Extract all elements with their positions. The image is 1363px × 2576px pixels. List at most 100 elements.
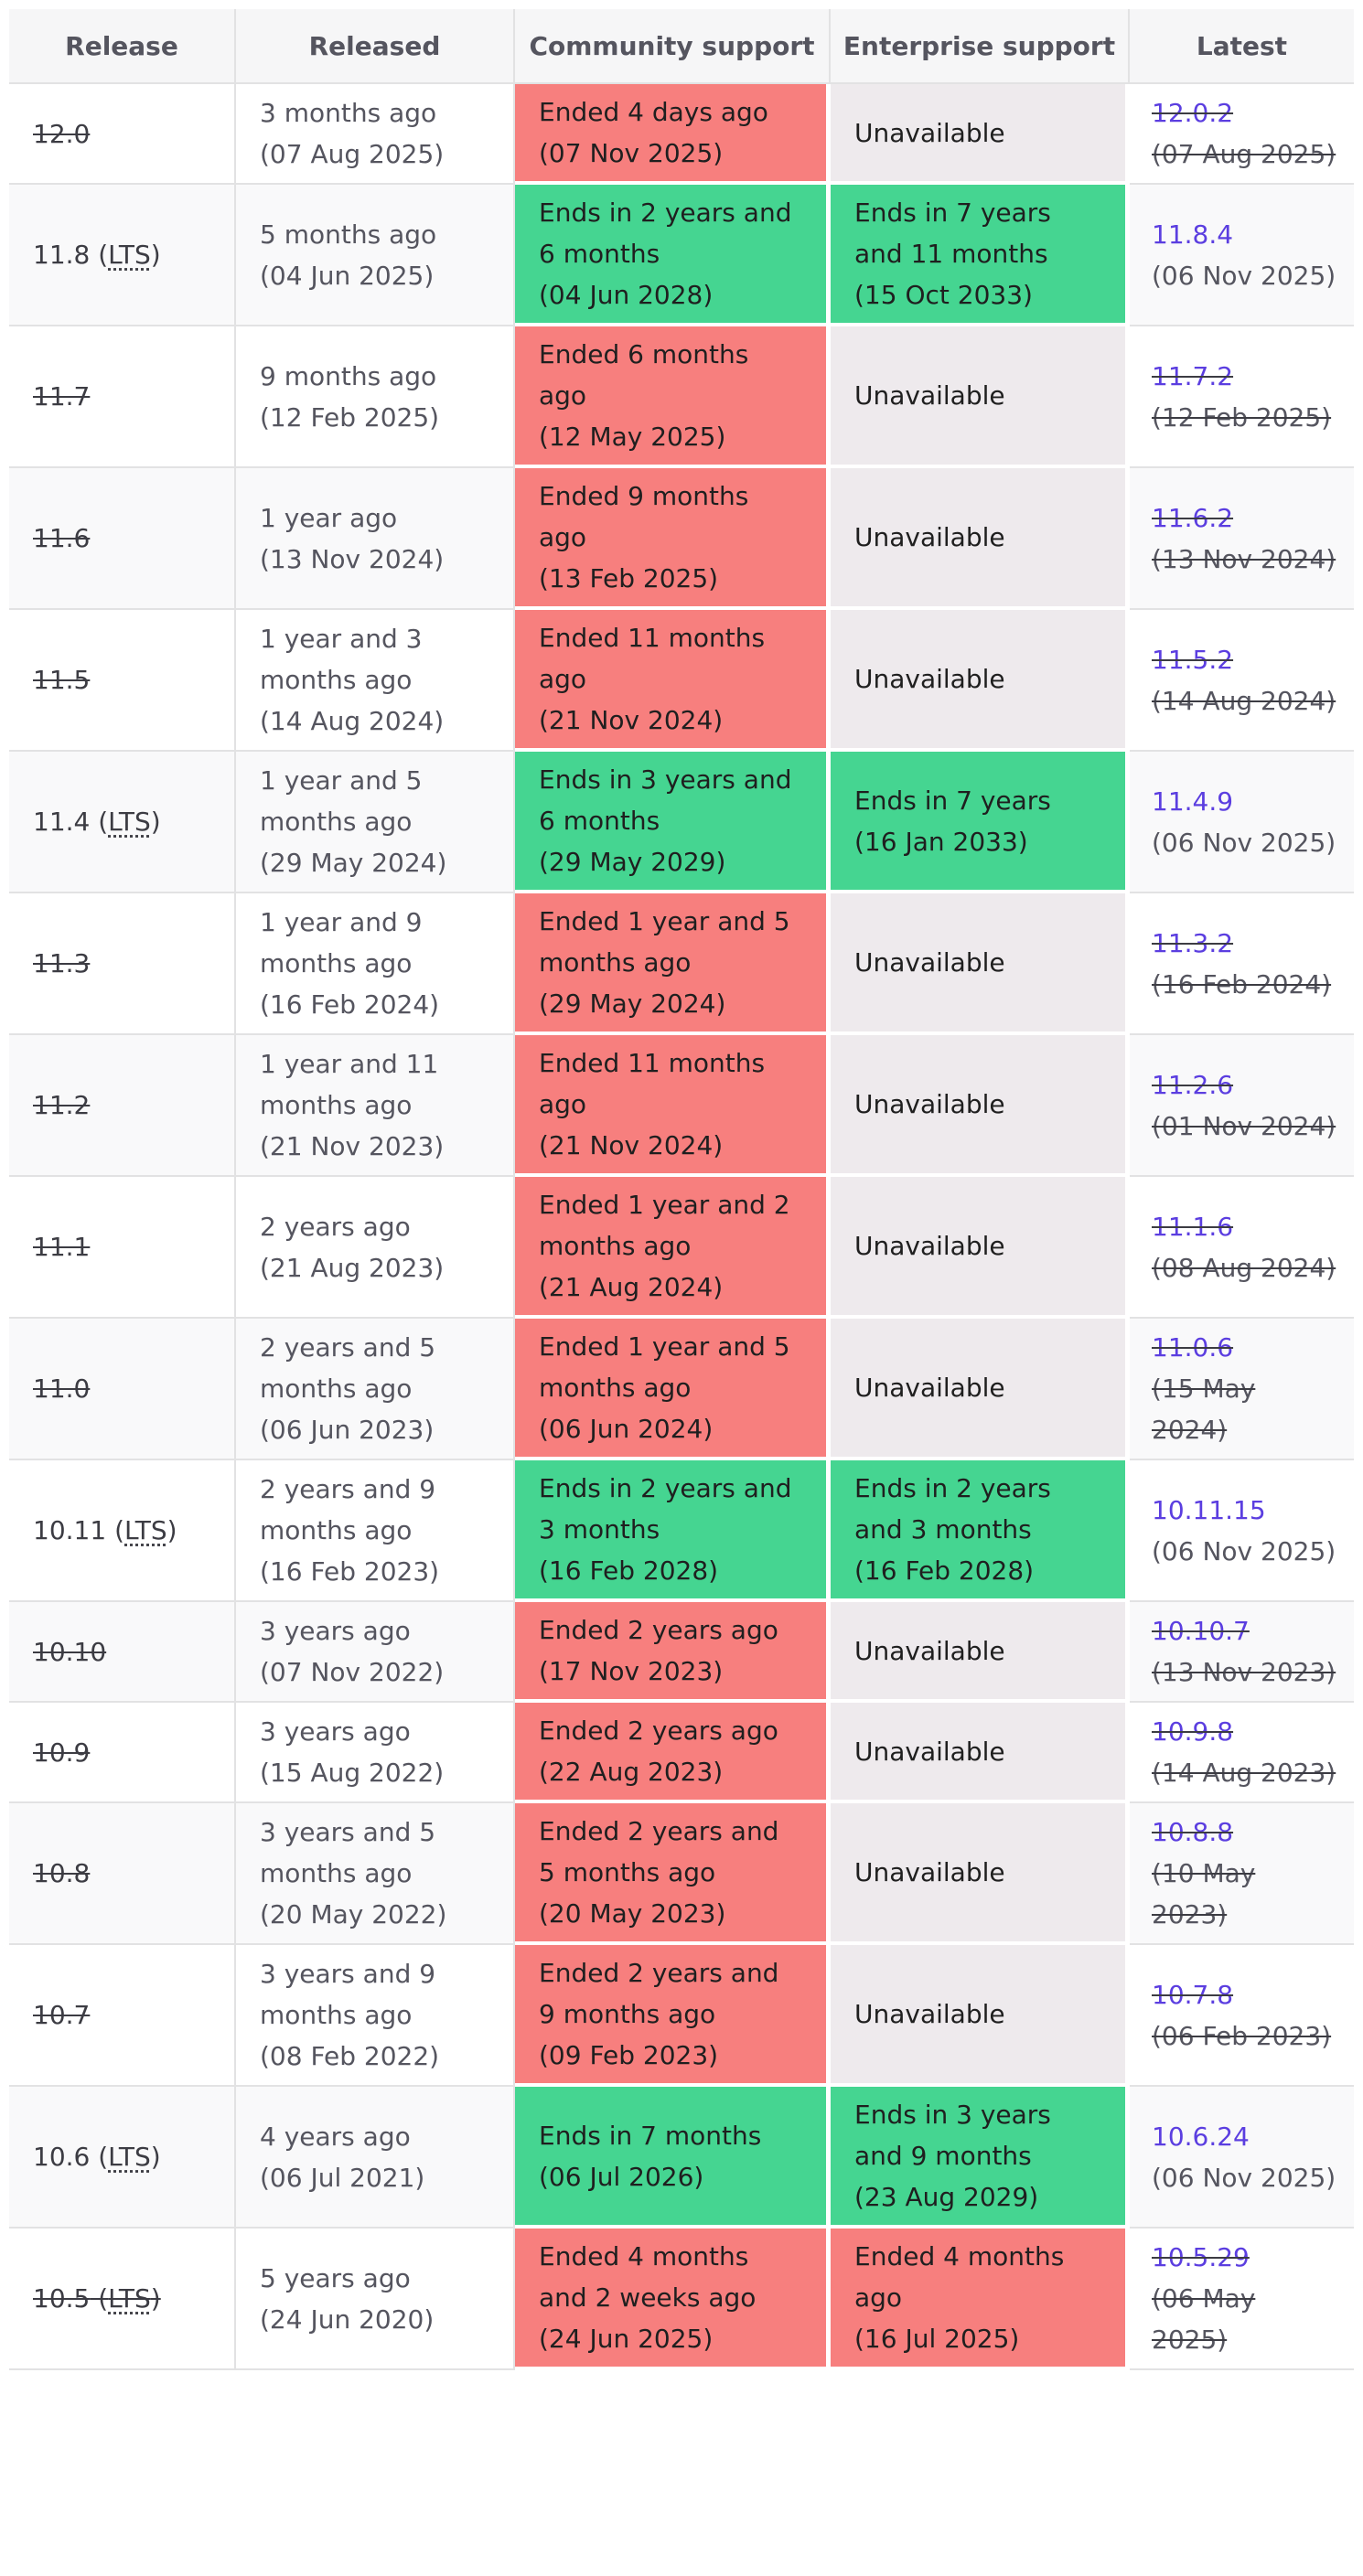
latest-date: (06 Nov 2025)	[1152, 827, 1336, 858]
latest-version-link[interactable]: 11.4.9	[1152, 786, 1234, 817]
latest-version-link[interactable]: 11.2.6	[1152, 1069, 1234, 1100]
community-support-text: Ended 2 years and 9 months ago	[539, 1958, 779, 2029]
community-support-date: (20 May 2023)	[539, 1898, 726, 1929]
latest-version-link[interactable]: 10.8.8	[1152, 1817, 1234, 1847]
release-version: 11.2	[33, 1090, 90, 1120]
enterprise-support-cell: Unavailable	[831, 610, 1130, 752]
released-cell: 2 years ago (21 Aug 2023)	[236, 1177, 515, 1319]
released-date: (08 Feb 2022)	[260, 2041, 440, 2071]
community-support-text: Ended 2 years ago	[539, 1615, 778, 1645]
released-cell: 3 years and 9 months ago (08 Feb 2022)	[236, 1945, 515, 2087]
community-support-date: (21 Aug 2024)	[539, 1272, 724, 1302]
latest-version-link[interactable]: 11.5.2	[1152, 644, 1234, 675]
enterprise-support-cell: Unavailable	[831, 1803, 1130, 1945]
latest-version-link[interactable]: 10.10.7	[1152, 1616, 1250, 1646]
released-cell: 3 years and 5 months ago (20 May 2022)	[236, 1803, 515, 1945]
latest-version-link[interactable]: 11.8.4	[1152, 219, 1234, 250]
latest-date: (01 Nov 2024)	[1152, 1110, 1336, 1141]
latest-cell: 10.10.7 (13 Nov 2023)	[1130, 1602, 1354, 1703]
latest-version-block: 12.0.2 (07 Aug 2025)	[1152, 92, 1337, 175]
release-number: 11.0	[33, 1374, 91, 1404]
released-date: (06 Jul 2021)	[260, 2162, 425, 2193]
table-row: 10.9 3 years ago (15 Aug 2022) Ended 2 year…	[9, 1703, 1354, 1803]
release-version: 10.7	[33, 2000, 90, 2030]
latest-version-link[interactable]: 11.3.2	[1152, 927, 1234, 958]
latest-cell: 11.8.4 (06 Nov 2025)	[1130, 185, 1354, 326]
header-released[interactable]: Released	[236, 9, 515, 84]
table-row: 11.7 9 months ago (12 Feb 2025) Ended 6 mon…	[9, 326, 1354, 468]
header-enterprise-support[interactable]: Enterprise support	[831, 9, 1130, 84]
latest-version-link[interactable]: 10.7.8	[1152, 1979, 1234, 2010]
latest-version-block: 10.5.29 (06 May 2025)	[1152, 2237, 1337, 2360]
enterprise-support-date: (16 Jan 2033)	[854, 826, 1028, 857]
latest-version-link[interactable]: 11.7.2	[1152, 360, 1234, 391]
released-cell: 1 year and 9 months ago (16 Feb 2024)	[236, 893, 515, 1035]
community-support-text: Ended 9 months ago	[539, 481, 749, 552]
release-version: 12.0	[33, 119, 90, 149]
lts-label[interactable]: LTS	[124, 1515, 167, 1545]
latest-cell: 12.0.2 (07 Aug 2025)	[1130, 84, 1354, 185]
community-support-cell: Ended 1 year and 2 months ago (21 Aug 202…	[515, 1177, 831, 1319]
latest-date: (06 Nov 2025)	[1152, 260, 1336, 291]
lts-label[interactable]: LTS	[108, 240, 151, 270]
latest-version-link[interactable]: 10.9.8	[1152, 1716, 1234, 1747]
latest-date: (14 Aug 2024)	[1152, 685, 1336, 716]
released-ago: 1 year and 9 months ago	[260, 907, 423, 978]
release-version: 11.5	[33, 665, 90, 695]
community-support-date: (09 Feb 2023)	[539, 2040, 719, 2070]
release-version: 10.5 (LTS)	[33, 2283, 161, 2314]
enterprise-support-text: Unavailable	[854, 1736, 1005, 1767]
release-number: 11.2	[33, 1090, 91, 1120]
latest-version-link[interactable]: 11.0.6	[1152, 1332, 1234, 1363]
release-cell: 10.7	[9, 1945, 236, 2087]
latest-version-block: 10.9.8 (14 Aug 2023)	[1152, 1711, 1337, 1793]
latest-date: (08 Aug 2024)	[1152, 1252, 1336, 1283]
community-support-text: Ended 2 years ago	[539, 1716, 778, 1746]
latest-version-link[interactable]: 10.6.24	[1152, 2121, 1250, 2152]
enterprise-support-date: (23 Aug 2029)	[854, 2182, 1039, 2212]
lts-label[interactable]: LTS	[108, 2142, 151, 2172]
release-version: 11.8 (LTS)	[33, 240, 161, 270]
released-cell: 4 years ago (06 Jul 2021)	[236, 2087, 515, 2229]
lts-label[interactable]: LTS	[108, 807, 151, 837]
community-support-cell: Ended 6 months ago (12 May 2025)	[515, 326, 831, 468]
enterprise-support-cell: Ends in 3 years and 9 months (23 Aug 2029…	[831, 2087, 1130, 2229]
community-support-date: (21 Nov 2024)	[539, 705, 724, 735]
enterprise-support-cell: Unavailable	[831, 1035, 1130, 1177]
released-ago: 1 year and 5 months ago	[260, 765, 423, 837]
header-latest[interactable]: Latest	[1130, 9, 1354, 84]
latest-date: (15 May 2024)	[1152, 1374, 1256, 1445]
enterprise-support-date: (15 Oct 2033)	[854, 280, 1033, 310]
community-support-text: Ended 1 year and 5 months ago	[539, 1331, 790, 1403]
latest-version-link[interactable]: 11.1.6	[1152, 1211, 1234, 1242]
lts-label[interactable]: LTS	[108, 2283, 151, 2314]
released-ago: 1 year and 11 months ago	[260, 1049, 439, 1120]
table-row: 10.8 3 years and 5 months ago (20 May 2022…	[9, 1803, 1354, 1945]
enterprise-support-text: Unavailable	[854, 1999, 1005, 2029]
enterprise-support-cell: Unavailable	[831, 84, 1130, 185]
table-row: 10.11 (LTS) 2 years and 9 months ago (16 F…	[9, 1460, 1354, 1602]
latest-version-link[interactable]: 11.6.2	[1152, 502, 1234, 533]
community-support-cell: Ended 1 year and 5 months ago (29 May 202…	[515, 893, 831, 1035]
latest-date: (07 Aug 2025)	[1152, 139, 1336, 169]
enterprise-support-text: Unavailable	[854, 522, 1005, 552]
table-row: 11.1 2 years ago (21 Aug 2023) Ended 1 year…	[9, 1177, 1354, 1319]
header-community-support[interactable]: Community support	[515, 9, 831, 84]
community-support-text: Ends in 3 years and 6 months	[539, 764, 792, 836]
latest-version-link[interactable]: 10.11.15	[1152, 1494, 1266, 1525]
enterprise-support-text: Ends in 7 years	[854, 785, 1051, 816]
community-support-cell: Ends in 2 years and 3 months (16 Feb 2028…	[515, 1460, 831, 1602]
community-support-cell: Ended 11 months ago (21 Nov 2024)	[515, 1035, 831, 1177]
latest-version-block: 10.8.8 (10 May 2023)	[1152, 1812, 1337, 1935]
enterprise-support-date: (16 Jul 2025)	[854, 2324, 1020, 2354]
header-release[interactable]: Release	[9, 9, 236, 84]
release-number: 11.6	[33, 523, 91, 553]
latest-version-block: 11.7.2 (12 Feb 2025)	[1152, 356, 1337, 438]
release-version: 11.1	[33, 1232, 90, 1262]
latest-version-link[interactable]: 12.0.2	[1152, 98, 1234, 128]
released-cell: 5 months ago (04 Jun 2025)	[236, 185, 515, 326]
community-support-cell: Ends in 2 years and 6 months (04 Jun 2028…	[515, 185, 831, 326]
community-support-date: (13 Feb 2025)	[539, 563, 719, 593]
table-row: 10.6 (LTS) 4 years ago (06 Jul 2021) Ends i…	[9, 2087, 1354, 2229]
latest-version-link[interactable]: 10.5.29	[1152, 2242, 1250, 2272]
